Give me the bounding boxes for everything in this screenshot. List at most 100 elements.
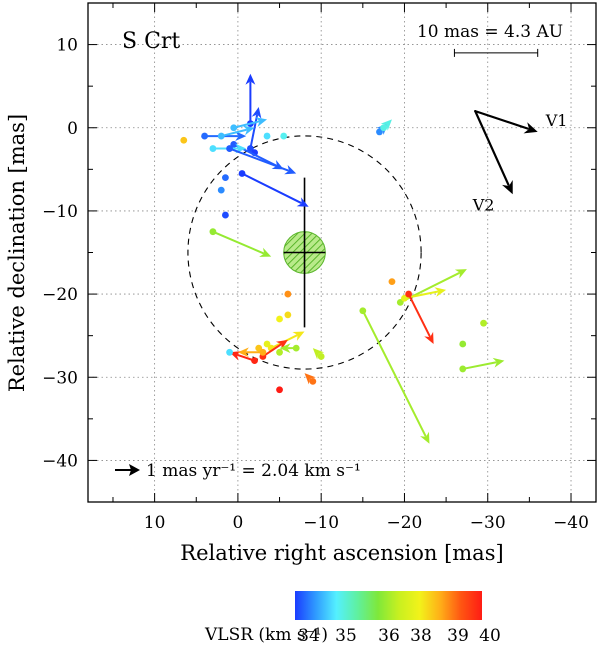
maser-arrow-1-shaft [249, 114, 258, 150]
y-axis-label: Relative declination [mas] [5, 114, 29, 392]
vector-arrow-v2 [474, 110, 513, 195]
maser-spot-1 [246, 145, 254, 152]
maser-arrow-23 [361, 309, 430, 444]
proper-motion-key: 1 mas yr⁻¹ = 2.04 km s⁻¹ [115, 461, 361, 481]
y-tick-label-5: −40 [42, 451, 78, 471]
x-tick-label-2: −10 [303, 513, 339, 533]
maser-spot-7 [226, 145, 233, 152]
colorbar-tick-3: 38 [410, 626, 432, 646]
maser-arrow-8-shaft [241, 172, 302, 204]
x-tick-labels: 10 0 −10 −20 −30 −40 [144, 513, 589, 533]
maser-arrow-1 [249, 106, 262, 150]
maser-spot-37 [292, 344, 300, 352]
maser-spot-19 [388, 278, 396, 286]
maser-arrow-7 [228, 147, 297, 175]
maser-spot-21 [401, 294, 408, 302]
colorbar-tick-labels: 34 35 36 38 39 40 [298, 626, 501, 646]
maser-arrow-17-head [380, 119, 392, 131]
plot-frame [87, 2, 597, 503]
maser-arrow-20-head [454, 269, 467, 279]
maser-arrow-37-head [279, 343, 291, 354]
colorbar-label: VLSR (km s⁻¹) [204, 625, 328, 645]
maser-spot-31 [255, 344, 263, 352]
maser-spot-41 [276, 386, 283, 394]
maser-arrow-4 [203, 131, 247, 142]
maser-spot-23 [359, 307, 367, 315]
maser-spot-36 [276, 348, 283, 356]
maser-arrow-21-head [434, 287, 447, 297]
maser-spot-20 [396, 299, 404, 306]
maser-spot-18 [209, 228, 217, 236]
maser-arrow-18-shaft [211, 230, 265, 255]
maser-spot-8 [238, 170, 246, 177]
vector-arrow-v1 [474, 110, 538, 134]
axis-ticks [88, 2, 596, 503]
maser-arrow-22-head [424, 331, 434, 344]
y-tick-label-1: 0 [67, 119, 78, 139]
maser-arrow-8 [241, 172, 309, 207]
maser-arrow-5-shaft [220, 128, 248, 138]
vector-arrow-v1-head [523, 122, 538, 134]
maser-arrow-7-shaft [228, 147, 289, 172]
colorbar-tick-2: 36 [378, 626, 400, 646]
maser-spot-24 [459, 340, 467, 348]
maser-arrow-33-head [275, 339, 288, 351]
maser-spot-39 [309, 378, 317, 385]
maser-arrow-12 [232, 117, 268, 129]
vector-arrow-v2-shaft [474, 110, 510, 186]
maser-arrow-8-head [296, 197, 309, 207]
vector-label-v1: V1 [545, 111, 568, 130]
maser-arrow-23-shaft [361, 309, 427, 437]
proper-motion-key-label: 1 mas yr⁻¹ = 2.04 km s⁻¹ [146, 461, 361, 481]
maser-arrow-26-head [492, 357, 505, 368]
maser-arrow-5 [220, 125, 255, 138]
maser-spot-34 [251, 357, 258, 365]
x-tick-label-1: 0 [232, 513, 243, 533]
x-tick-label-4: −30 [470, 513, 506, 533]
x-tick-label-0: 10 [144, 513, 166, 533]
maser-arrow-22-shaft [407, 293, 431, 338]
grid-lines [88, 3, 596, 502]
maser-spot-5 [217, 132, 225, 140]
maser-arrow-38-head [312, 348, 325, 360]
maser-arrow-32-head [292, 331, 305, 341]
maser-spot-11 [222, 211, 229, 219]
maser-spot-4 [201, 132, 208, 140]
maser-arrow-0-head [245, 73, 256, 85]
maser-spots [180, 73, 505, 444]
maser-spot-25 [480, 319, 487, 327]
maser-spot-27 [284, 290, 292, 298]
chart-title: S Crt [122, 29, 180, 54]
colorbar-tick-0: 34 [298, 626, 320, 646]
colorbar [295, 591, 482, 620]
vector-arrow-v2-head [502, 180, 513, 195]
maser-arrow-22 [407, 293, 434, 344]
maser-arrow-33-shaft [261, 343, 282, 358]
maser-spot-16 [376, 128, 383, 136]
maser-arrow-39-head [304, 373, 316, 385]
maser-spot-14 [263, 132, 271, 140]
maser-arrow-7-head [284, 164, 297, 175]
maser-arrow-0 [245, 73, 256, 125]
maser-arrow-5-head [242, 125, 255, 136]
maser-spot-3 [230, 140, 238, 148]
colorbar-tick-4: 39 [447, 626, 469, 646]
maser-spot-13 [180, 136, 188, 144]
maser-spot-12 [230, 124, 238, 132]
maser-spot-15 [280, 132, 288, 140]
y-tick-label-2: −10 [42, 202, 78, 222]
maser-spot-35 [259, 348, 267, 356]
vector-arrow-v1-shaft [474, 110, 529, 130]
x-axis-label: Relative right ascension [mas] [180, 541, 503, 565]
maser-spot-38 [317, 353, 325, 360]
maser-spot-10 [217, 186, 225, 194]
colorbar-tick-5: 40 [479, 626, 501, 646]
maser-arrow-12-shaft [232, 120, 260, 129]
maser-arrow-33 [261, 339, 288, 358]
maser-arrow-26-shaft [461, 361, 497, 370]
y-tick-label-4: −30 [42, 368, 78, 388]
maser-spot-40 [226, 348, 233, 356]
y-tick-label-3: −20 [42, 285, 78, 305]
maser-arrow-12-head [255, 117, 268, 127]
